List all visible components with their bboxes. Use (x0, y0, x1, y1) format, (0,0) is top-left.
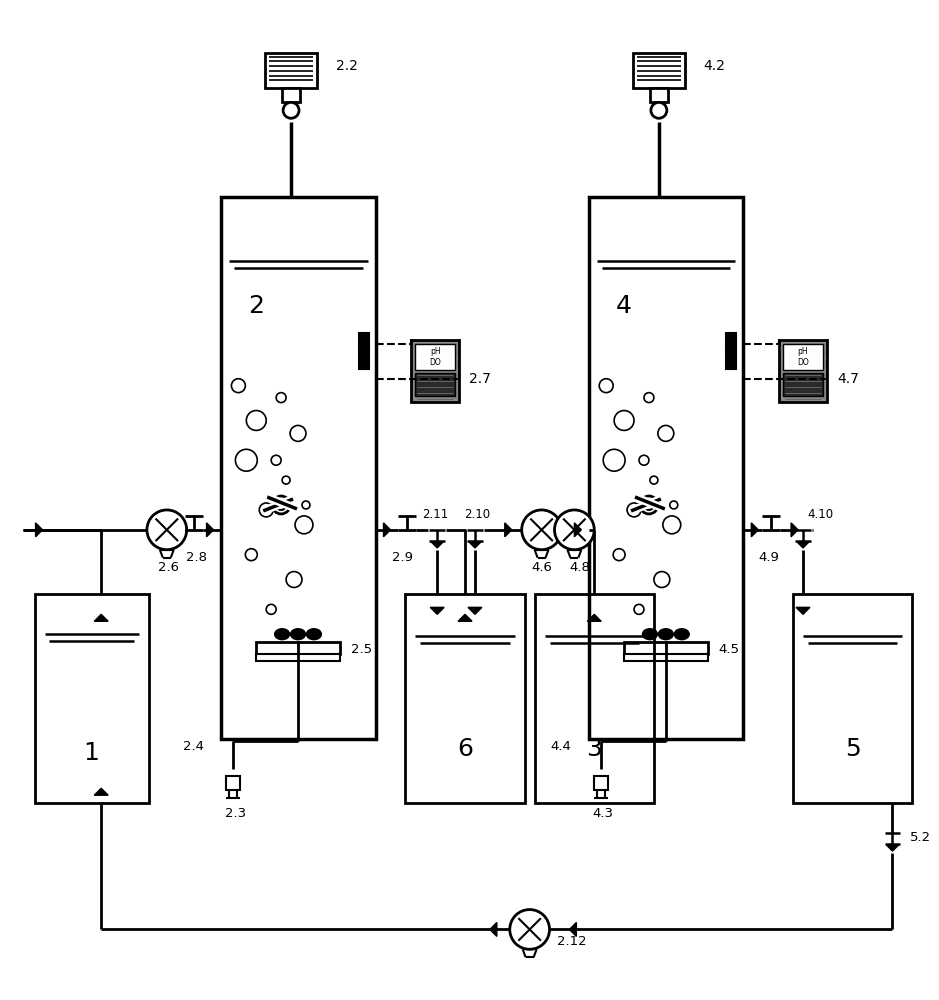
Text: 2.10: 2.10 (464, 508, 490, 521)
Polygon shape (751, 523, 759, 537)
Text: 2.6: 2.6 (159, 561, 179, 574)
Bar (282, 88, 300, 102)
Ellipse shape (658, 629, 673, 640)
Polygon shape (575, 523, 581, 537)
Text: pH
DO: pH DO (429, 347, 441, 367)
Bar (415, 344, 455, 370)
Polygon shape (468, 607, 482, 614)
Text: 5.2: 5.2 (911, 831, 931, 844)
Ellipse shape (290, 629, 305, 640)
Polygon shape (94, 614, 108, 621)
Text: 4.10: 4.10 (808, 508, 834, 521)
Bar (624, 642, 708, 654)
Bar (411, 340, 459, 402)
Text: 4.9: 4.9 (759, 551, 779, 564)
Text: 3: 3 (586, 737, 602, 761)
Bar (594, 776, 608, 790)
Ellipse shape (306, 629, 321, 640)
Polygon shape (886, 845, 899, 851)
Bar (590, 197, 744, 739)
Text: pH
DO: pH DO (797, 347, 808, 367)
Bar (35, 594, 149, 803)
Text: 2.5: 2.5 (350, 643, 372, 656)
Circle shape (146, 510, 187, 550)
Circle shape (522, 510, 562, 550)
Text: 2.7: 2.7 (469, 372, 491, 386)
Polygon shape (490, 922, 497, 936)
Bar (727, 351, 736, 369)
Text: 2.9: 2.9 (392, 551, 413, 564)
Polygon shape (430, 607, 444, 614)
Polygon shape (505, 523, 512, 537)
Text: 2.8: 2.8 (186, 551, 208, 564)
Text: 2.12: 2.12 (558, 935, 587, 948)
Bar (534, 594, 654, 803)
Ellipse shape (275, 629, 289, 640)
Bar (793, 594, 913, 803)
Circle shape (555, 510, 594, 550)
Ellipse shape (642, 629, 657, 640)
Bar (783, 373, 823, 396)
Text: 4.8: 4.8 (569, 561, 590, 574)
Polygon shape (587, 614, 601, 621)
Bar (415, 373, 455, 396)
Text: 4.4: 4.4 (550, 740, 572, 753)
Text: 2.11: 2.11 (422, 508, 448, 521)
Bar (633, 53, 685, 88)
Text: 2.3: 2.3 (224, 807, 246, 820)
Bar (359, 351, 369, 369)
Bar (779, 340, 827, 402)
Bar (359, 333, 369, 351)
Circle shape (651, 102, 667, 118)
Text: 5: 5 (845, 737, 861, 761)
Bar (226, 776, 240, 790)
Text: 4.2: 4.2 (703, 59, 726, 73)
Polygon shape (469, 542, 481, 548)
Polygon shape (791, 523, 798, 537)
Text: 4: 4 (616, 294, 632, 318)
Polygon shape (797, 542, 809, 548)
Polygon shape (431, 542, 443, 548)
Text: 4.6: 4.6 (531, 561, 552, 574)
Ellipse shape (674, 629, 689, 640)
Polygon shape (94, 788, 108, 795)
Text: 6: 6 (457, 737, 473, 761)
Circle shape (272, 496, 290, 514)
Bar (265, 53, 316, 88)
Text: 4.7: 4.7 (837, 372, 858, 386)
Circle shape (640, 496, 658, 514)
Bar (783, 344, 823, 370)
Bar (256, 654, 340, 661)
Polygon shape (36, 523, 42, 537)
Text: 4.5: 4.5 (718, 643, 740, 656)
Bar (727, 333, 736, 351)
Polygon shape (458, 614, 472, 621)
Text: 2: 2 (248, 294, 264, 318)
Bar (406, 594, 525, 803)
Text: 2.4: 2.4 (182, 740, 204, 753)
Bar (222, 197, 376, 739)
Polygon shape (383, 523, 391, 537)
Bar (256, 642, 340, 654)
Circle shape (644, 500, 654, 510)
Polygon shape (569, 922, 577, 936)
Circle shape (284, 102, 299, 118)
Circle shape (276, 500, 286, 510)
Circle shape (510, 910, 549, 949)
Text: 2.2: 2.2 (336, 59, 358, 73)
Bar (650, 88, 668, 102)
Text: 1: 1 (84, 741, 100, 765)
Polygon shape (796, 607, 810, 614)
Text: 4.3: 4.3 (593, 807, 614, 820)
Bar (624, 654, 708, 661)
Polygon shape (207, 523, 213, 537)
